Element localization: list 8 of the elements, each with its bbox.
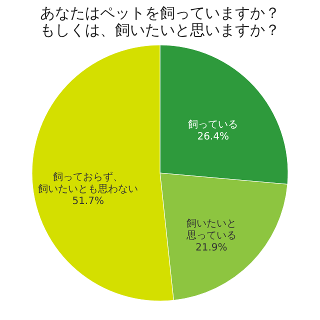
data-label: 51.7% [72, 196, 104, 207]
data-label: 21.9% [196, 242, 228, 254]
text: もしくは、飼いたいと思いますか？ [40, 21, 280, 39]
data-label: 26.4% [197, 131, 229, 142]
text: あなたはペットを飼っていますか？ [40, 4, 280, 22]
slice-label: 飼いたいと思っている [185, 218, 236, 242]
slice-label: 飼っておらず、飼いたいとも思わない [38, 170, 138, 195]
slice-label: 飼っている [188, 119, 238, 130]
